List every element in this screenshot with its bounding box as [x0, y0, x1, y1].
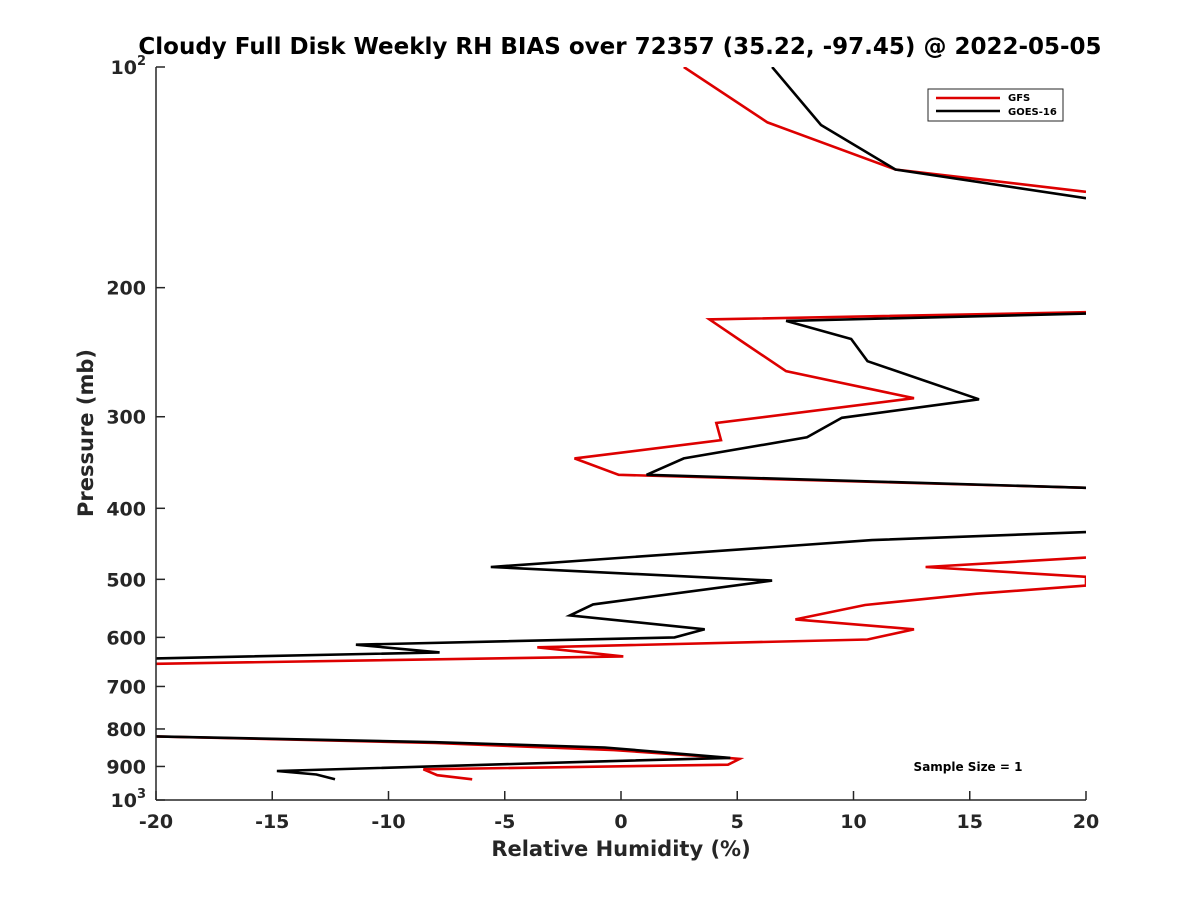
x-tick-label: 15: [957, 811, 983, 833]
x-ticks: -20 -15 -10 -5 0 5 10 15 20: [139, 791, 1099, 833]
y-tick-label: 400: [106, 498, 146, 520]
sample-size-annotation: Sample Size = 1: [914, 760, 1023, 774]
y-tick-label: 700: [106, 676, 146, 698]
series-line-goes-16-segment-2: [646, 312, 1086, 490]
series-layer: [156, 67, 1086, 781]
y-tick-label: 600: [106, 627, 146, 649]
y-tick-label: 102: [111, 54, 147, 79]
x-tick-label: -15: [255, 811, 289, 833]
series-line-gfs-segment-4: [156, 735, 745, 781]
y-axis-label: Pressure (mb): [74, 349, 98, 517]
y-tick-label: 800: [106, 719, 146, 741]
x-tick-label: 20: [1073, 811, 1099, 833]
y-tick-label: 200: [106, 278, 146, 300]
x-tick-label: -5: [494, 811, 515, 833]
series-line-goes-16-segment-4: [156, 735, 731, 781]
x-tick-label: 0: [614, 811, 627, 833]
y-tick-label: 900: [106, 756, 146, 778]
series-line-goes-16-segment-3: [156, 530, 1086, 660]
series-line-goes-16-segment-1: [771, 67, 1086, 200]
y-tick-label: 500: [106, 569, 146, 591]
legend-box: [927, 88, 1064, 122]
x-axis-label: Relative Humidity (%): [491, 837, 750, 861]
legend-label-gfs: GFS: [1008, 93, 1030, 104]
y-tick-label: 300: [106, 407, 146, 429]
x-tick-label: -10: [371, 811, 405, 833]
series-line-gfs-segment-1: [683, 67, 1086, 194]
x-tick-label: 10: [840, 811, 866, 833]
legend: GFS GOES-16: [927, 88, 1064, 122]
x-tick-label: -20: [139, 811, 173, 833]
y-tick-label: 103: [111, 787, 147, 812]
legend-label-goes16: GOES-16: [1008, 107, 1057, 118]
y-ticks: 102 200 300 400 500 600 700 800 900 103: [106, 54, 165, 812]
x-tick-label: 5: [731, 811, 744, 833]
plot-area: [156, 67, 1086, 800]
series-line-gfs-segment-3: [156, 556, 1086, 666]
series-line-gfs-segment-2: [574, 310, 1086, 490]
chart-title: Cloudy Full Disk Weekly RH BIAS over 723…: [138, 34, 1101, 60]
